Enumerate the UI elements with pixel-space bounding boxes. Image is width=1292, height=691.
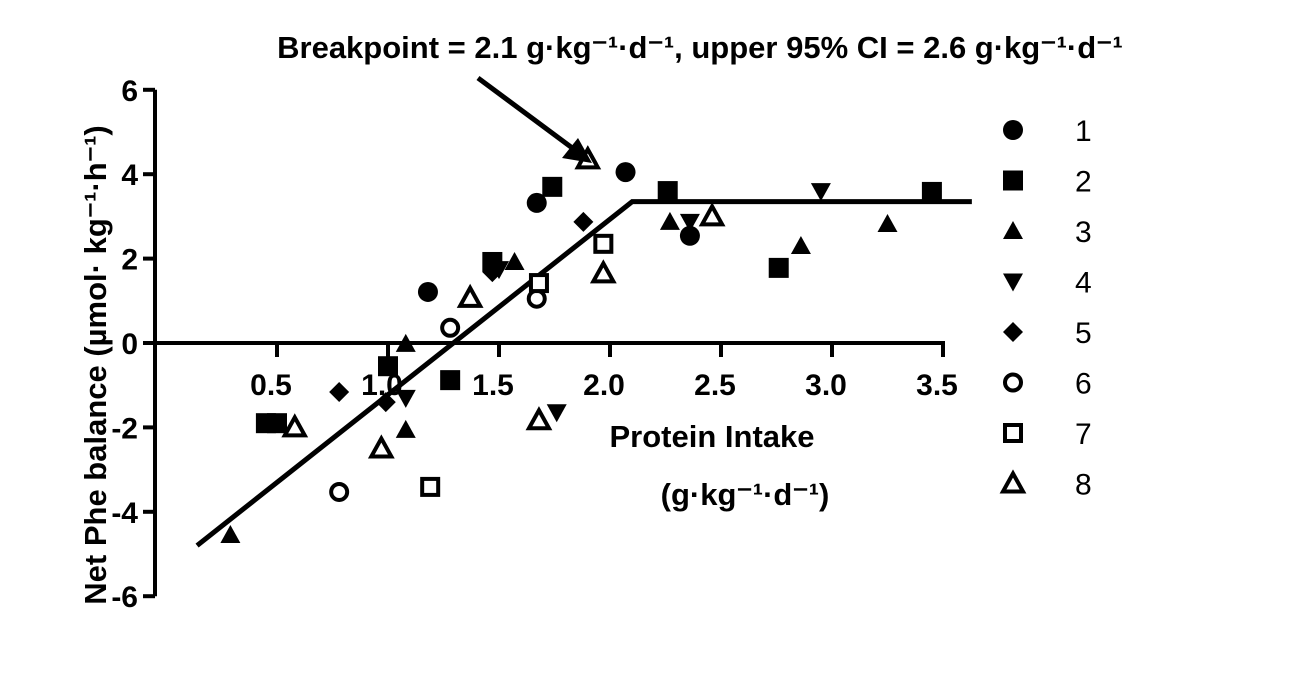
data-point-series-8 [525, 406, 553, 431]
y-tick-label: 0 [121, 328, 138, 361]
data-point-series-8 [281, 413, 309, 438]
legend-label-1: 1 [1075, 115, 1092, 148]
data-point-series-3 [395, 333, 416, 352]
data-point-series-2 [440, 370, 461, 391]
x-tick-label: 1.5 [472, 369, 514, 402]
data-point-series-5 [375, 392, 396, 413]
legend-marker-3 [1003, 221, 1023, 239]
y-axis-label: Net Phe balance (µmol· kg⁻¹·h⁻¹) [78, 125, 113, 604]
arrow-shaft [476, 75, 577, 153]
legend-label-3: 3 [1075, 216, 1092, 249]
data-point-series-3 [659, 211, 680, 230]
x-tick-label: 3.0 [805, 369, 847, 402]
data-point-series-2 [542, 176, 563, 197]
data-point-series-1 [526, 192, 547, 213]
legend-label-6: 6 [1075, 368, 1092, 401]
data-point-series-4 [395, 389, 416, 408]
data-point-series-1 [417, 281, 438, 302]
data-point-series-3 [504, 251, 525, 270]
arrow-head [562, 138, 592, 163]
legend-marker-6 [1003, 372, 1023, 393]
data-point-series-6 [526, 288, 547, 309]
y-tick-label: -6 [111, 581, 138, 614]
data-point-series-7 [420, 476, 441, 497]
data-point-series-2 [378, 356, 398, 377]
x-tick-label: 2.5 [694, 369, 736, 402]
x-tick-label: 2.0 [583, 369, 625, 402]
legend-marker-2 [1003, 170, 1023, 191]
x-tick-label: 0.5 [250, 369, 292, 402]
breakpoint-arrow [476, 75, 592, 163]
x-tick-label: 3.5 [916, 369, 958, 402]
data-point-series-5 [573, 211, 594, 232]
data-point-series-2 [657, 181, 678, 202]
data-point-series-6 [329, 481, 350, 502]
y-tick-label: 6 [121, 75, 138, 108]
data-point-series-8 [698, 202, 726, 227]
data-point-series-1 [615, 162, 636, 183]
y-tick-label: 4 [121, 159, 138, 192]
data-point-series-1 [679, 225, 700, 246]
data-points [220, 145, 942, 544]
y-tick-label: 2 [121, 244, 138, 277]
data-point-series-4 [679, 213, 700, 232]
legend-marker-5 [1003, 322, 1023, 342]
data-point-series-3 [790, 235, 811, 254]
data-point-series-7 [528, 273, 549, 294]
legend-marker-4 [1003, 273, 1023, 292]
data-point-series-2 [768, 257, 789, 278]
y-tick-label: -2 [111, 412, 138, 445]
legend-label-7: 7 [1075, 418, 1092, 451]
data-point-series-4 [546, 404, 567, 423]
legend-label-4: 4 [1075, 267, 1092, 300]
breakpoint-line [195, 199, 972, 548]
legend-marker-8 [999, 469, 1027, 494]
legend: 1 2 3 4 5 6 7 8 [999, 115, 1092, 502]
data-point-series-3 [877, 213, 898, 232]
x-axis-label-line1: Protein Intake [610, 419, 815, 454]
legend-marker-7 [1003, 423, 1023, 443]
data-point-series-3 [395, 419, 416, 438]
chart-title: Breakpoint = 2.1 g·kg⁻¹·d⁻¹, upper 95% C… [277, 30, 1123, 65]
data-point-series-8 [456, 283, 484, 308]
data-point-series-2 [267, 413, 287, 434]
legend-label-5: 5 [1075, 317, 1092, 350]
legend-label-8: 8 [1075, 469, 1092, 502]
y-tick-label: -4 [111, 497, 138, 530]
data-point-series-7 [593, 233, 614, 254]
x-axis-label-line2: (g·kg⁻¹·d⁻¹) [661, 477, 830, 512]
data-point-series-5 [482, 262, 503, 283]
legend-marker-1 [1003, 120, 1023, 140]
data-point-series-3 [220, 525, 241, 544]
data-point-series-5 [329, 381, 350, 402]
data-point-series-8 [367, 434, 395, 459]
fit-line [195, 199, 972, 548]
data-point-series-6 [440, 317, 461, 338]
data-point-series-4 [810, 183, 831, 202]
data-point-series-2 [921, 181, 942, 202]
legend-label-2: 2 [1075, 166, 1092, 199]
data-point-series-8 [589, 259, 617, 284]
